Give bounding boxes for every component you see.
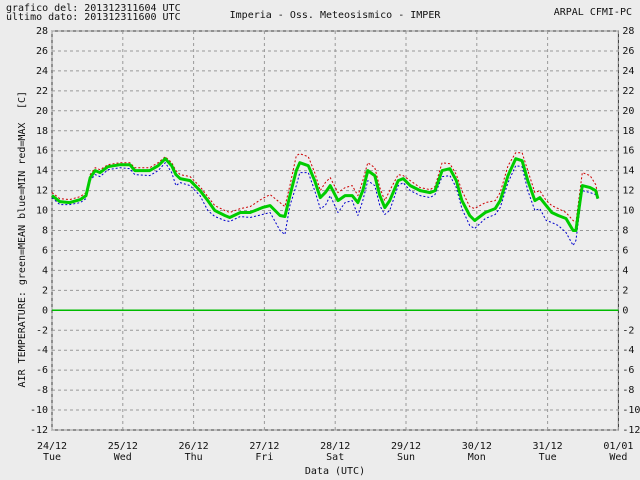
- x-tick-label: Sun: [397, 452, 415, 463]
- y-tick-label: 24: [622, 66, 634, 77]
- y-tick-label: 14: [622, 166, 634, 177]
- y-tick-label: 2: [622, 285, 628, 296]
- x-tick-label: Mon: [468, 452, 486, 463]
- y-tick-label: -4: [622, 345, 634, 356]
- y-tick-label: -4: [36, 345, 48, 356]
- x-tick-label: 27/12: [249, 441, 279, 452]
- y-tick-label: 22: [622, 86, 634, 97]
- y-tick-label: 2: [42, 285, 48, 296]
- y-tick-label: 26: [622, 46, 634, 57]
- y-tick-label: 18: [622, 126, 634, 137]
- y-tick-label: 12: [36, 186, 48, 197]
- y-tick-label: 10: [36, 206, 48, 217]
- series-line: [51, 152, 599, 223]
- y-tick-label: 4: [622, 265, 628, 276]
- x-tick-label: 31/12: [533, 441, 563, 452]
- y-tick-label: 6: [622, 245, 628, 256]
- x-tick-label: 01/01: [603, 441, 633, 452]
- header-right: ARPAL CFMI-PC: [554, 7, 632, 18]
- y-tick-label: -2: [622, 325, 634, 336]
- y-tick-label: 12: [622, 186, 634, 197]
- x-tick-label: 30/12: [462, 441, 492, 452]
- y-tick-label: 16: [36, 146, 48, 157]
- y-tick-label: 24: [36, 66, 48, 77]
- y-tick-label: 8: [622, 226, 628, 237]
- y-tick-label: 28: [36, 26, 48, 37]
- y-tick-label: -10: [622, 405, 640, 416]
- x-axis-label: Data (UTC): [305, 466, 365, 477]
- header-left: grafico del: 201312311604 UTC: [6, 3, 181, 14]
- y-tick-label: -12: [30, 425, 48, 436]
- y-tick-label: -6: [622, 365, 634, 376]
- x-tick-label: Tue: [43, 452, 61, 463]
- y-tick-label: -8: [36, 385, 48, 396]
- y-tick-label: 20: [622, 106, 634, 117]
- y-unit: [C]: [17, 91, 28, 109]
- x-tick-label: 29/12: [391, 441, 421, 452]
- x-tick-label: Thu: [185, 452, 203, 463]
- header-left: ultimo dato: 201312311600 UTC: [6, 12, 181, 23]
- series-line: [51, 157, 600, 232]
- y-tick-label: 28: [622, 26, 634, 37]
- y-tick-label: 18: [36, 126, 48, 137]
- y-tick-label: 10: [622, 206, 634, 217]
- x-tick-label: Sat: [326, 452, 344, 463]
- series-line: [51, 162, 599, 246]
- y-tick-label: -10: [30, 405, 48, 416]
- y-tick-label: -8: [622, 385, 634, 396]
- x-tick-label: 25/12: [108, 441, 138, 452]
- x-tick-label: Wed: [609, 452, 627, 463]
- x-tick-label: Tue: [539, 452, 557, 463]
- y-tick-label: -12: [622, 425, 640, 436]
- y-tick-label: 6: [42, 245, 48, 256]
- y-tick-label: 16: [622, 146, 634, 157]
- y-tick-label: -2: [36, 325, 48, 336]
- y-tick-label: 14: [36, 166, 48, 177]
- x-tick-label: 26/12: [179, 441, 209, 452]
- y-tick-label: 22: [36, 86, 48, 97]
- x-tick-label: Wed: [114, 452, 132, 463]
- y-tick-label: 0: [622, 305, 628, 316]
- x-tick-label: Fri: [255, 452, 273, 463]
- y-axis-label: AIR TEMPERATURE: green=MEAN blue=MIN red…: [17, 123, 28, 388]
- x-tick-label: 24/12: [37, 441, 67, 452]
- y-tick-label: 8: [42, 226, 48, 237]
- y-tick-label: -6: [36, 365, 48, 376]
- chart-title: Imperia - Oss. Meteosismico - IMPER: [230, 10, 442, 21]
- y-tick-label: 20: [36, 106, 48, 117]
- y-tick-label: 4: [42, 265, 48, 276]
- y-tick-label: 26: [36, 46, 48, 57]
- x-tick-label: 28/12: [320, 441, 350, 452]
- y-tick-label: 0: [42, 305, 48, 316]
